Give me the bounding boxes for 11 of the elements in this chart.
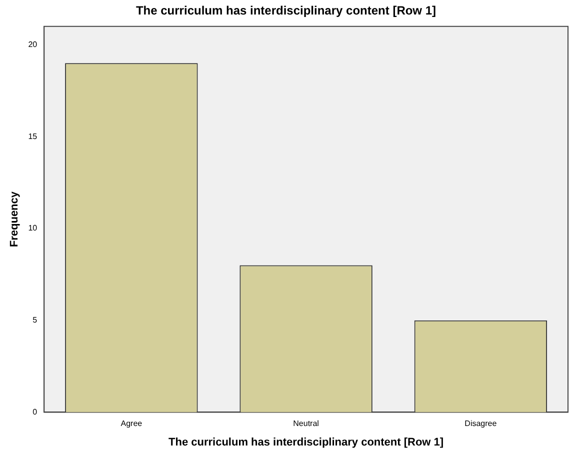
x-axis-title: The curriculum has interdisciplinary content [Row 1]	[168, 436, 444, 448]
y-tick-label: 5	[32, 316, 38, 325]
y-tick-label: 20	[28, 40, 38, 49]
x-tick-label: Neutral	[293, 419, 320, 428]
y-axis-title: Frequency	[8, 190, 21, 248]
x-tick-label: Agree	[120, 419, 143, 428]
y-tick-label: 15	[28, 132, 38, 141]
y-tick-label: 10	[28, 224, 38, 233]
y-tick-label: 0	[32, 407, 38, 416]
x-tick-label: Disagree	[464, 419, 498, 428]
chart-title: The curriculum has interdisciplinary content [Row 1]	[136, 4, 436, 18]
